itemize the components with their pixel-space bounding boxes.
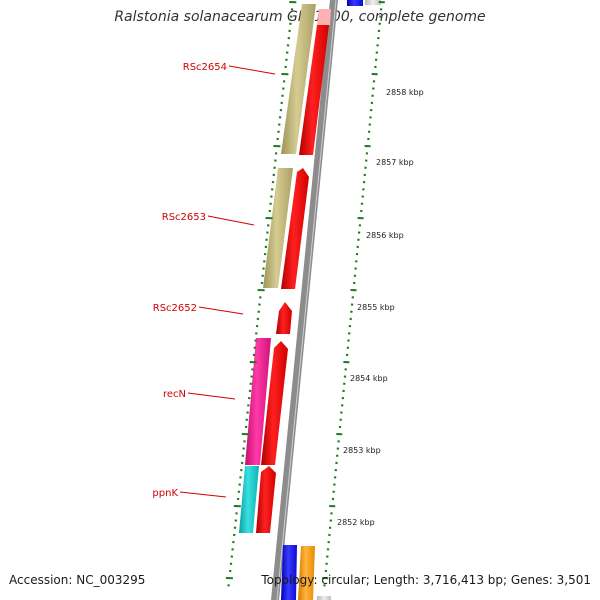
gene-rsc2654-rev[interactable] (281, 4, 316, 154)
gene-arrow-rsc2653-fwd[interactable] (281, 168, 309, 289)
leader-rsc2652 (198, 306, 244, 315)
gene-label-rsc2653[interactable]: RSc2653 (162, 212, 206, 223)
edge-genes (281, 0, 381, 600)
scale-label: 2853 kbp (343, 446, 381, 455)
leader-ppnK (179, 491, 227, 498)
gene-recN-rev[interactable] (245, 338, 271, 465)
leader-rsc2654 (228, 65, 276, 75)
gene-top-blue[interactable] (347, 0, 363, 6)
forward-strand-genes (256, 9, 331, 533)
gene-rsc2653-rev[interactable] (263, 168, 293, 288)
reverse-strand-genes (239, 4, 316, 533)
map-title: Ralstonia solanacearum GMI1000, complete… (114, 9, 486, 25)
scale-label: 2858 kbp (386, 88, 424, 97)
gene-bottom-grey[interactable] (317, 596, 331, 600)
gene-arrow-top-fwd[interactable] (317, 9, 331, 25)
gene-label-recN[interactable]: recN (163, 389, 186, 400)
scale-label: 2852 kbp (337, 518, 375, 527)
gene-bottom-blue[interactable] (281, 545, 297, 600)
gene-arrow-ppnK-fwd[interactable] (256, 466, 276, 533)
gene-arrow-rsc2654-fwd[interactable] (299, 25, 329, 155)
scale-labels: 2858 kbp 2857 kbp 2856 kbp 2855 kbp 2854… (337, 88, 424, 527)
genome-summary-text: Topology: circular; Length: 3,716,413 bp… (261, 573, 591, 587)
gene-labels: RSc2654 RSc2653 RSc2652 recN ppnK (152, 62, 227, 499)
backbone-highlight (276, 0, 337, 600)
gene-bottom-orange[interactable] (298, 546, 315, 600)
gene-top-grey[interactable] (365, 0, 381, 5)
outer-scale-ticks (322, 1, 385, 587)
gene-ppnK-rev[interactable] (239, 466, 259, 533)
scale-label: 2856 kbp (366, 231, 404, 240)
backbone (271, 0, 338, 600)
gene-arrow-recN-fwd[interactable] (261, 341, 288, 465)
accession-text: Accession: NC_003295 (9, 573, 146, 587)
scale-label: 2855 kbp (357, 303, 395, 312)
scale-label: 2857 kbp (376, 158, 414, 167)
gene-label-rsc2652[interactable]: RSc2652 (153, 303, 197, 314)
gene-label-ppnK[interactable]: ppnK (152, 488, 178, 499)
leader-recN (187, 392, 236, 400)
scale-label: 2854 kbp (350, 374, 388, 383)
inner-scale-ticks (225, 1, 297, 587)
leader-rsc2653 (207, 215, 255, 226)
gene-arrow-rsc2652-fwd[interactable] (276, 302, 292, 334)
gene-label-leaders (179, 65, 276, 498)
gene-label-rsc2654[interactable]: RSc2654 (183, 62, 227, 73)
